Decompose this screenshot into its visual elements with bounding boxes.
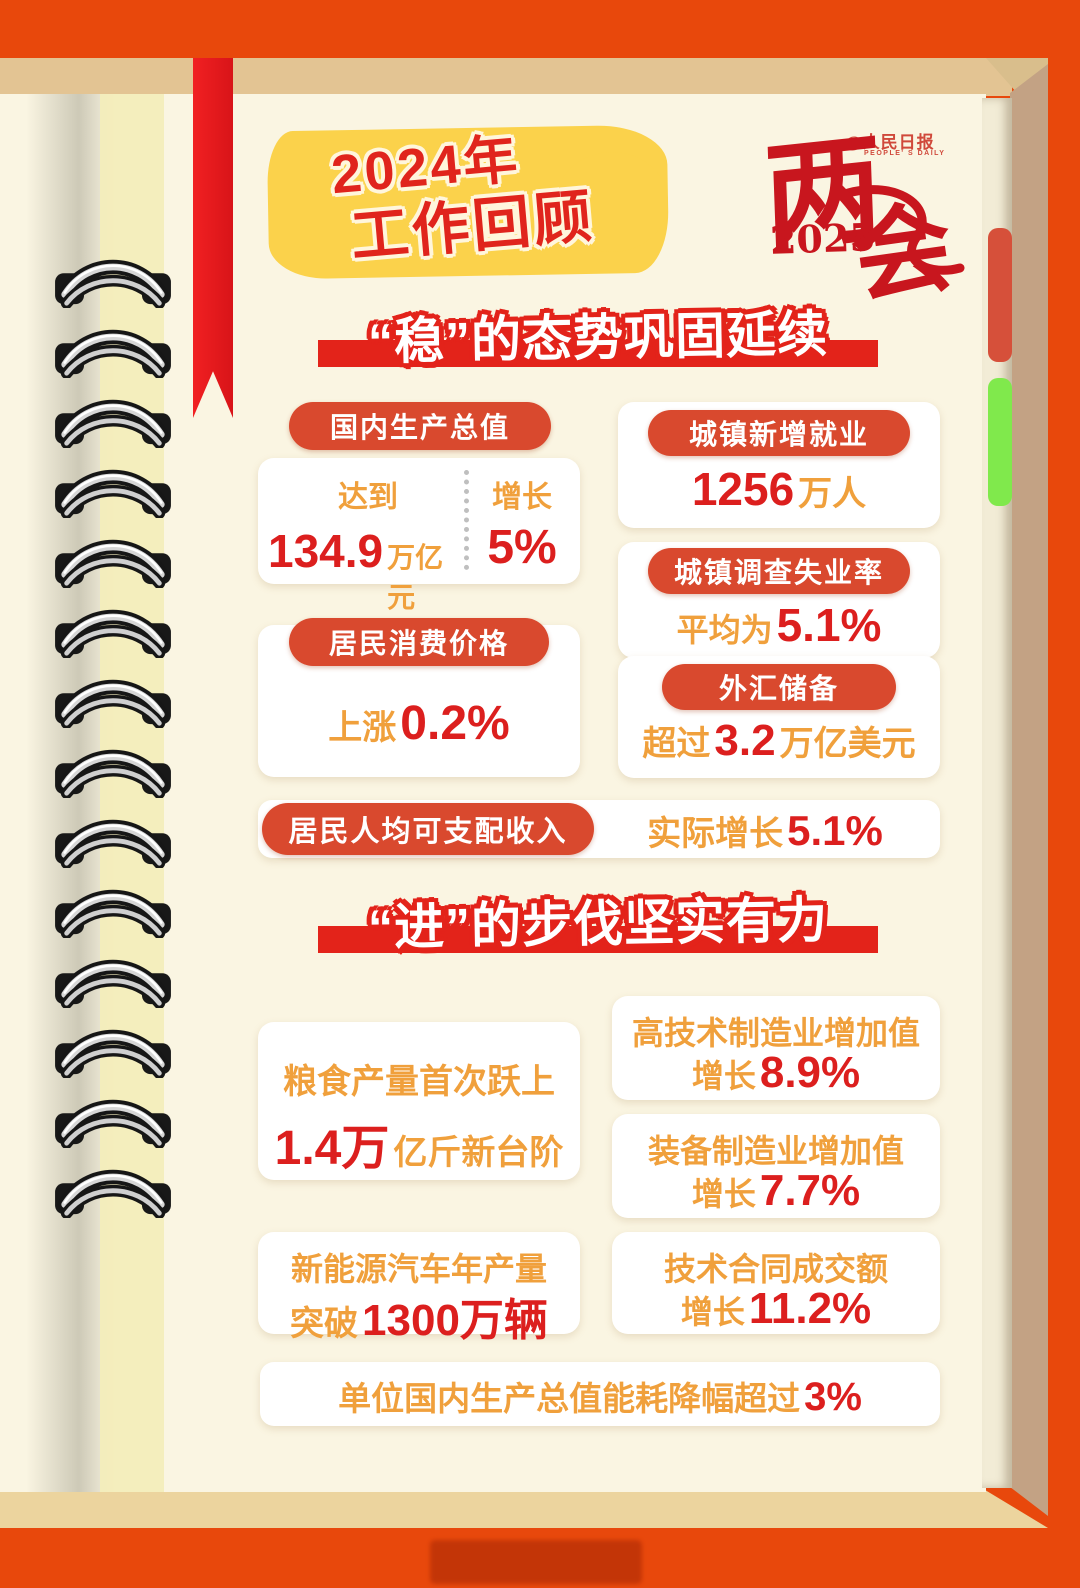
tech-contract-line1: 技术合同成交额 bbox=[663, 1251, 888, 1287]
section2-header: “进”的步伐坚实有力 bbox=[367, 891, 829, 957]
peoples-daily-masthead-en: PEOPLE' S DAILY bbox=[864, 150, 946, 157]
two-sessions-logo: @人民日报 PEOPLE' S DAILY 两 会 2025 bbox=[760, 117, 980, 317]
gdp-right-column: 增长 5% bbox=[470, 458, 574, 584]
hightech-prefix: 增长 bbox=[691, 1058, 756, 1094]
forex-value-row: 超过 3.2 万亿美元 bbox=[618, 716, 940, 766]
notebook-cover-top-edge bbox=[0, 58, 1012, 96]
binder-ring-icon bbox=[54, 812, 172, 868]
nev-prefix: 突破 bbox=[290, 1305, 359, 1343]
forex-unit: 万亿美元 bbox=[779, 725, 916, 763]
hightech-line1: 高技术制造业增加值 bbox=[631, 1015, 920, 1051]
gdp-value: 134.9 bbox=[268, 525, 384, 577]
nev-line1: 新能源汽车年产量 bbox=[290, 1251, 547, 1287]
tech-contract-value: 11.2% bbox=[748, 1284, 872, 1333]
binder-ring-icon bbox=[54, 532, 172, 588]
page-tab-green bbox=[988, 378, 1012, 506]
binder-ring-icon bbox=[54, 672, 172, 728]
binder-ring-icon bbox=[54, 1092, 172, 1148]
binder-ring-icon bbox=[54, 952, 172, 1008]
page-tab-red bbox=[988, 228, 1012, 362]
section2-bar bbox=[318, 926, 878, 953]
tech-contract-value-row: 增长 11.2% bbox=[612, 1284, 940, 1334]
binder-ring-icon bbox=[54, 742, 172, 798]
grain-value-row: 1.4万 亿斤新台阶 bbox=[258, 1108, 580, 1178]
equipment-prefix: 增长 bbox=[691, 1176, 756, 1212]
grain-line1: 粮食产量首次跃上 bbox=[283, 1063, 555, 1101]
gdp-pill-label: 国内生产总值 bbox=[289, 402, 551, 450]
jobs-unit: 万人 bbox=[798, 475, 867, 513]
income-prefix: 实际增长 bbox=[647, 815, 784, 853]
energy-value: 3% bbox=[804, 1375, 862, 1419]
binder-ring-icon bbox=[54, 322, 172, 378]
energy-value-row: 单位国内生产总值能耗降幅超过 3% bbox=[260, 1372, 940, 1420]
grain-value: 1.4万 bbox=[274, 1122, 390, 1175]
notebook-cover-bottom-edge bbox=[0, 1490, 1048, 1528]
equipment-card: 装备制造业增加值 增长 7.7% bbox=[612, 1114, 940, 1218]
cpi-prefix: 上涨 bbox=[328, 709, 397, 747]
grain-suffix: 亿斤新台阶 bbox=[393, 1134, 564, 1172]
energy-card: 单位国内生产总值能耗降幅超过 3% bbox=[260, 1362, 940, 1426]
peoples-daily-masthead: @人民日报 bbox=[845, 133, 935, 152]
footer-credit-blob bbox=[430, 1540, 642, 1584]
tech-contract-card: 技术合同成交额 增长 11.2% bbox=[612, 1232, 940, 1334]
binder-ring-icon bbox=[54, 1162, 172, 1218]
unemployment-prefix: 平均为 bbox=[676, 612, 773, 648]
hightech-card: 高技术制造业增加值 增长 8.9% bbox=[612, 996, 940, 1100]
nev-card: 新能源汽车年产量 突破 1300万辆 bbox=[258, 1232, 580, 1345]
energy-prefix: 单位国内生产总值能耗降幅超过 bbox=[338, 1380, 801, 1417]
section1-bar bbox=[318, 340, 878, 367]
hightech-value-row: 增长 8.9% bbox=[612, 1048, 940, 1098]
unemployment-value-row: 平均为 5.1% bbox=[618, 598, 940, 652]
binder-ring-icon bbox=[54, 252, 172, 308]
cpi-value: 0.2% bbox=[400, 697, 510, 750]
hightech-value: 8.9% bbox=[759, 1048, 861, 1097]
gdp-left-value-row: 134.9 万亿元 bbox=[268, 524, 468, 616]
binder-ring-icon bbox=[54, 392, 172, 448]
binder-ring-icon bbox=[54, 882, 172, 938]
cpi-pill-label: 居民消费价格 bbox=[289, 618, 549, 666]
calligraphy-swoosh-icon bbox=[829, 185, 965, 275]
jobs-value: 1256 bbox=[691, 463, 795, 515]
gdp-left-column: 达到 134.9 万亿元 bbox=[268, 458, 468, 613]
gdp-left-prefix: 达到 bbox=[338, 481, 398, 514]
binder-ring-icon bbox=[54, 462, 172, 518]
cpi-value-row: 上涨 0.2% bbox=[258, 696, 580, 751]
tech-contract-prefix: 增长 bbox=[680, 1294, 745, 1330]
gdp-card: 达到 134.9 万亿元 增长 5% bbox=[258, 458, 580, 613]
income-value-row: 实际增长 5.1% bbox=[600, 806, 930, 855]
jobs-value-row: 1256 万人 bbox=[618, 462, 940, 516]
income-value: 5.1% bbox=[787, 807, 883, 854]
forex-prefix: 超过 bbox=[642, 725, 711, 763]
equipment-line1: 装备制造业增加值 bbox=[647, 1133, 904, 1169]
gdp-unit: 万亿元 bbox=[387, 542, 444, 613]
nev-value-row: 突破 1300万辆 bbox=[258, 1284, 580, 1348]
income-pill-label: 居民人均可支配收入 bbox=[262, 803, 594, 855]
notebook-spine bbox=[1010, 64, 1048, 1516]
grain-card: 粮食产量首次跃上 1.4万 亿斤新台阶 bbox=[258, 1022, 580, 1180]
unemployment-value: 5.1% bbox=[776, 599, 882, 651]
jobs-pill-label: 城镇新增就业 bbox=[648, 410, 910, 456]
binder-ring-icon bbox=[54, 1022, 172, 1078]
event-year: 2025 bbox=[769, 214, 877, 263]
equipment-value: 7.7% bbox=[759, 1166, 861, 1215]
page-title: 2024年 工作回顾 bbox=[329, 125, 597, 270]
forex-value: 3.2 bbox=[714, 716, 776, 765]
gdp-right-prefix: 增长 bbox=[492, 481, 552, 514]
title-highlight-swatch-end bbox=[556, 152, 668, 252]
section1-header: “稳”的态势巩固延续 bbox=[367, 305, 829, 371]
nev-value: 1300万辆 bbox=[362, 1296, 548, 1345]
unemployment-pill-label: 城镇调查失业率 bbox=[648, 548, 910, 594]
forex-pill-label: 外汇储备 bbox=[662, 664, 896, 710]
binder-ring-icon bbox=[54, 602, 172, 658]
gdp-growth-value: 5% bbox=[487, 521, 557, 574]
gdp-dotted-divider bbox=[464, 470, 469, 570]
equipment-value-row: 增长 7.7% bbox=[612, 1166, 940, 1216]
bookmark-ribbon bbox=[193, 58, 233, 418]
